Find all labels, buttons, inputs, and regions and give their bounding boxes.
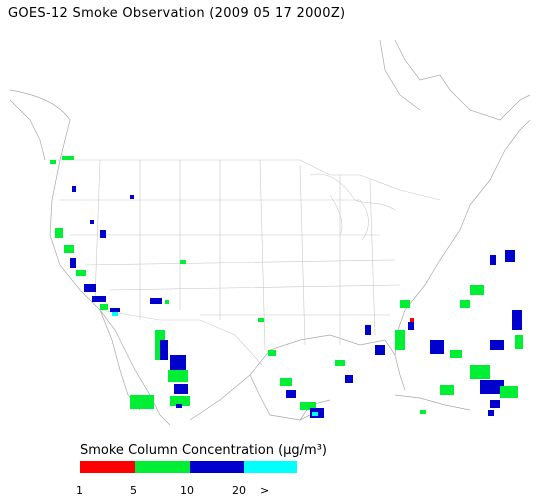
state-lines-vertical [94,159,376,351]
state-lines-horizontal [60,199,401,316]
legend-bin-5-10 [135,461,190,473]
mexico-coast [249,374,321,421]
legend-tick-10: 10 [180,484,194,497]
east-coast [394,119,531,356]
smoke-pixels [50,156,523,418]
great-lakes [309,173,396,241]
legend-tick-20: 20 [232,484,246,497]
gulf-coast [189,334,406,421]
legend-bin-20-plus [244,461,297,473]
cuba [394,394,471,411]
legend-bin-10-20 [190,461,244,473]
hudson-region [379,39,421,111]
legend-bin-1-5 [80,461,135,473]
legend-tick-1: 1 [76,484,83,497]
map-title: GOES-12 Smoke Observation (2009 05 17 20… [8,6,346,21]
legend-tick-gt: > [260,484,270,497]
pacific-northwest [9,99,46,161]
coastline [9,89,171,426]
legend-title: Smoke Column Concentration (µg/m³) [80,443,327,458]
legend-tick-5: 5 [130,484,137,497]
canada-north [394,39,531,121]
us-border-canada [48,159,441,201]
